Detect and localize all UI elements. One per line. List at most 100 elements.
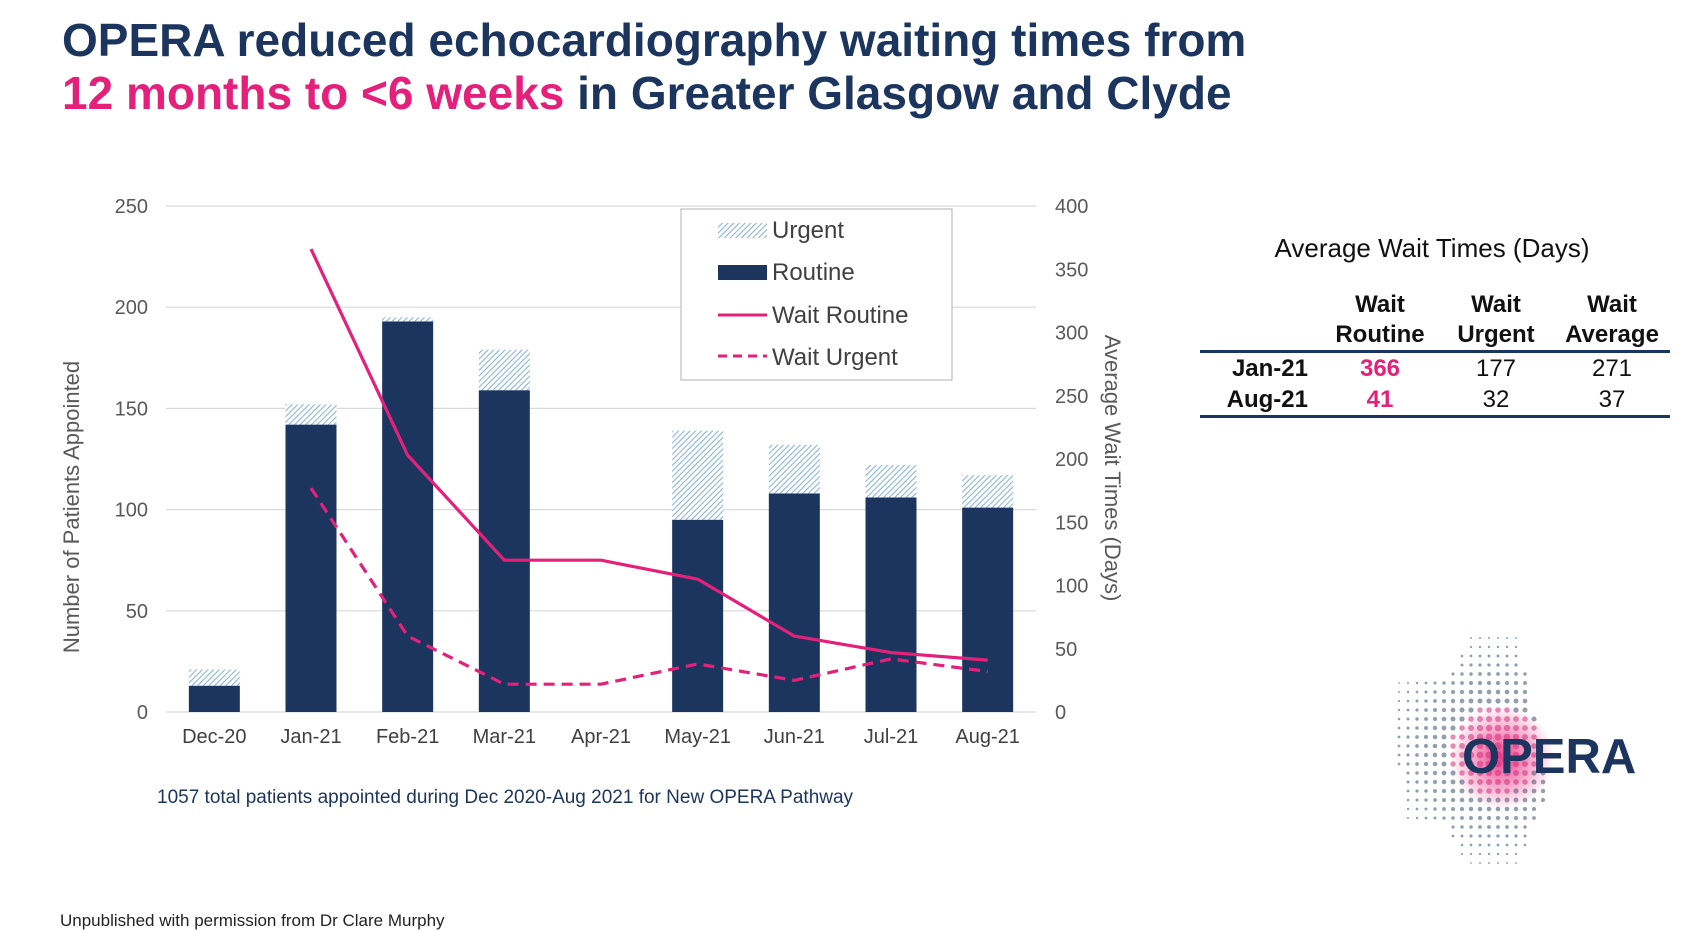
- logo-dot: [1460, 825, 1464, 829]
- bar-routine: [865, 497, 917, 712]
- logo-dot: [1523, 681, 1527, 685]
- x-tick-label: Feb-21: [376, 726, 439, 748]
- logo-dot: [1486, 815, 1492, 821]
- cell-wait-average: 37: [1554, 384, 1670, 418]
- logo-dot: [1397, 735, 1401, 739]
- logo-dot: [1451, 681, 1455, 685]
- footnote: Unpublished with permission from Dr Clar…: [60, 911, 445, 930]
- logo-dot: [1415, 798, 1419, 802]
- cell-wait-average: 271: [1591, 355, 1633, 382]
- chart-caption: 1057 total patients appointed during Dec…: [157, 787, 854, 808]
- logo-dot: [1432, 743, 1438, 749]
- logo-dot: [1432, 752, 1438, 758]
- logo-dot: [1433, 789, 1437, 793]
- row-label: Aug-21: [1200, 384, 1322, 418]
- logo-dot: [1441, 797, 1447, 803]
- logo-dot: [1441, 734, 1447, 740]
- x-tick-label: Aug-21: [955, 726, 1020, 748]
- logo-dot: [1522, 689, 1528, 695]
- logo-dot: [1415, 789, 1419, 793]
- header-wait-average: Wait Average: [1554, 290, 1670, 353]
- logo-dot: [1442, 681, 1446, 685]
- logo-dot: [1478, 834, 1482, 838]
- left-tick-label: 50: [126, 601, 148, 623]
- logo-dot: [1513, 680, 1519, 686]
- right-tick-label: 50: [1055, 639, 1077, 661]
- logo-dot: [1496, 672, 1500, 676]
- logo-dot: [1432, 716, 1438, 722]
- logo-dot: [1496, 852, 1500, 856]
- logo-dot: [1505, 843, 1509, 847]
- logo-dot: [1415, 735, 1419, 739]
- logo-dot: [1432, 734, 1438, 740]
- logo-dot: [1478, 663, 1482, 667]
- logo-dot: [1433, 699, 1437, 703]
- logo-dot: [1406, 744, 1410, 748]
- bar-series: [188, 317, 1014, 712]
- logo-dot: [1432, 761, 1438, 767]
- logo-dot: [1495, 698, 1501, 704]
- logo-dot: [1478, 672, 1482, 676]
- title-line2-rest: in Greater Glasgow and Clyde: [564, 67, 1232, 119]
- x-tick-label: Jan-21: [280, 726, 341, 748]
- legend-wait-routine-label: Wait Routine: [772, 302, 909, 329]
- left-tick-label: 100: [115, 500, 148, 522]
- logo-dot: [1406, 762, 1410, 766]
- logo-dot: [1513, 689, 1519, 695]
- logo-dot: [1487, 852, 1491, 856]
- logo-dot: [1468, 707, 1474, 713]
- logo-dot: [1459, 797, 1465, 803]
- logo-dot: [1406, 690, 1410, 694]
- logo-dot: [1397, 726, 1401, 730]
- logo-dot: [1495, 689, 1501, 695]
- logo-dot: [1406, 780, 1410, 784]
- logo-dot: [1496, 843, 1500, 847]
- logo-dot: [1531, 806, 1537, 812]
- logo-dot: [1478, 645, 1482, 649]
- logo-dot: [1468, 698, 1474, 704]
- logo-dot: [1406, 798, 1410, 802]
- logo-dot: [1450, 716, 1456, 722]
- logo-dot: [1460, 852, 1464, 856]
- logo-dot: [1415, 816, 1419, 820]
- logo-dot: [1451, 834, 1455, 838]
- bar-urgent: [768, 444, 820, 494]
- logo-dot: [1423, 752, 1429, 758]
- logo-dot: [1468, 680, 1474, 686]
- legend-urgent-swatch: [718, 223, 767, 238]
- logo-dot: [1540, 797, 1546, 803]
- logo-dot: [1514, 852, 1518, 856]
- logo-dot: [1460, 663, 1464, 667]
- logo-dot: [1487, 663, 1491, 667]
- left-axis-label: Number of Patients Appointed: [59, 361, 84, 653]
- logo-dot: [1505, 834, 1509, 838]
- logo-dot: [1515, 862, 1517, 864]
- logo-dot: [1433, 708, 1437, 712]
- logo-dot: [1469, 672, 1473, 676]
- logo-dot: [1450, 689, 1456, 695]
- logo-dot: [1451, 816, 1455, 820]
- logo-dot: [1477, 698, 1483, 704]
- legend-wait-urgent-label: Wait Urgent: [772, 344, 898, 371]
- logo-dot: [1460, 843, 1464, 847]
- logo-dot: [1424, 699, 1428, 703]
- logo-dot: [1441, 716, 1447, 722]
- logo-dot: [1477, 689, 1483, 695]
- logo-dot: [1406, 717, 1410, 721]
- logo-dot: [1441, 698, 1447, 704]
- right-tick-label: 150: [1055, 512, 1088, 534]
- logo-dot: [1523, 825, 1527, 829]
- logo-dot: [1451, 672, 1455, 676]
- logo-dot: [1505, 672, 1509, 676]
- logo-dot: [1442, 816, 1446, 820]
- title-line1: OPERA reduced echocardiography waiting t…: [62, 14, 1247, 66]
- logo-dot: [1496, 645, 1500, 649]
- logo-dot: [1441, 779, 1447, 785]
- logo-dot: [1406, 708, 1410, 712]
- logo-dot: [1415, 780, 1419, 784]
- logo-dot: [1432, 779, 1438, 785]
- logo-dot: [1506, 862, 1508, 864]
- logo-dot: [1451, 825, 1455, 829]
- logo-dot: [1441, 770, 1447, 776]
- logo-dot: [1451, 807, 1455, 811]
